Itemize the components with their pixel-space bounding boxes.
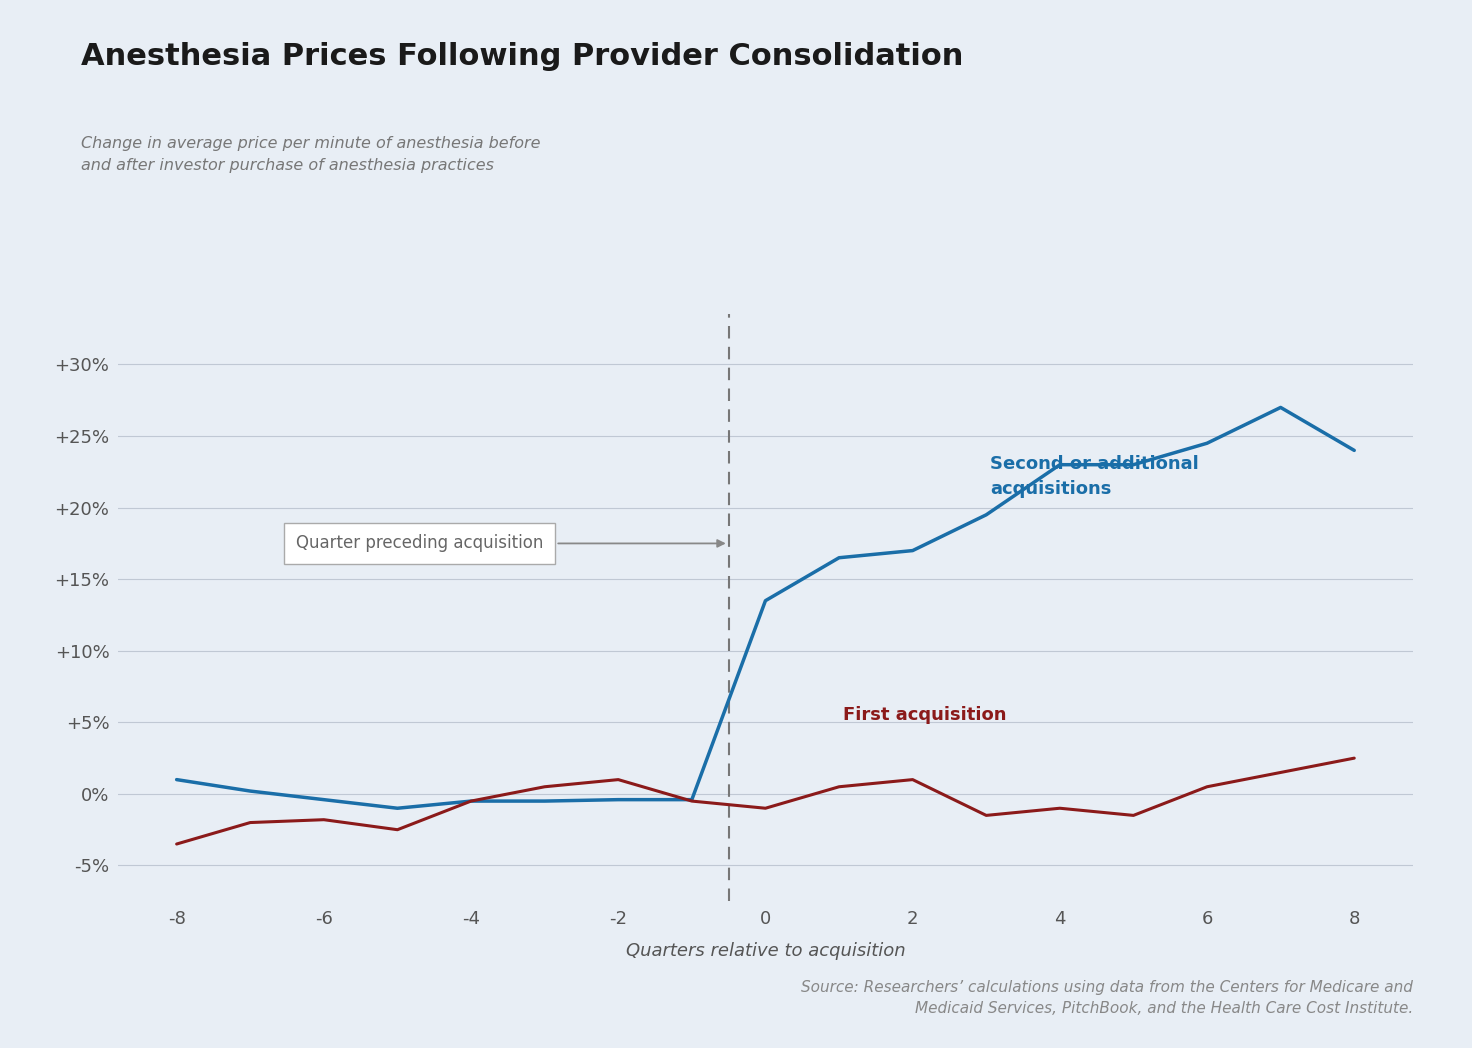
Text: First acquisition: First acquisition [842,706,1007,724]
Text: Quarter preceding acquisition: Quarter preceding acquisition [296,534,724,552]
Text: Change in average price per minute of anesthesia before
and after investor purch: Change in average price per minute of an… [81,136,540,173]
Text: Source: Researchers’ calculations using data from the Centers for Medicare and
M: Source: Researchers’ calculations using … [801,980,1413,1016]
X-axis label: Quarters relative to acquisition: Quarters relative to acquisition [626,941,905,960]
Text: Second or additional
acquisitions: Second or additional acquisitions [989,455,1198,498]
Text: Anesthesia Prices Following Provider Consolidation: Anesthesia Prices Following Provider Con… [81,42,963,71]
